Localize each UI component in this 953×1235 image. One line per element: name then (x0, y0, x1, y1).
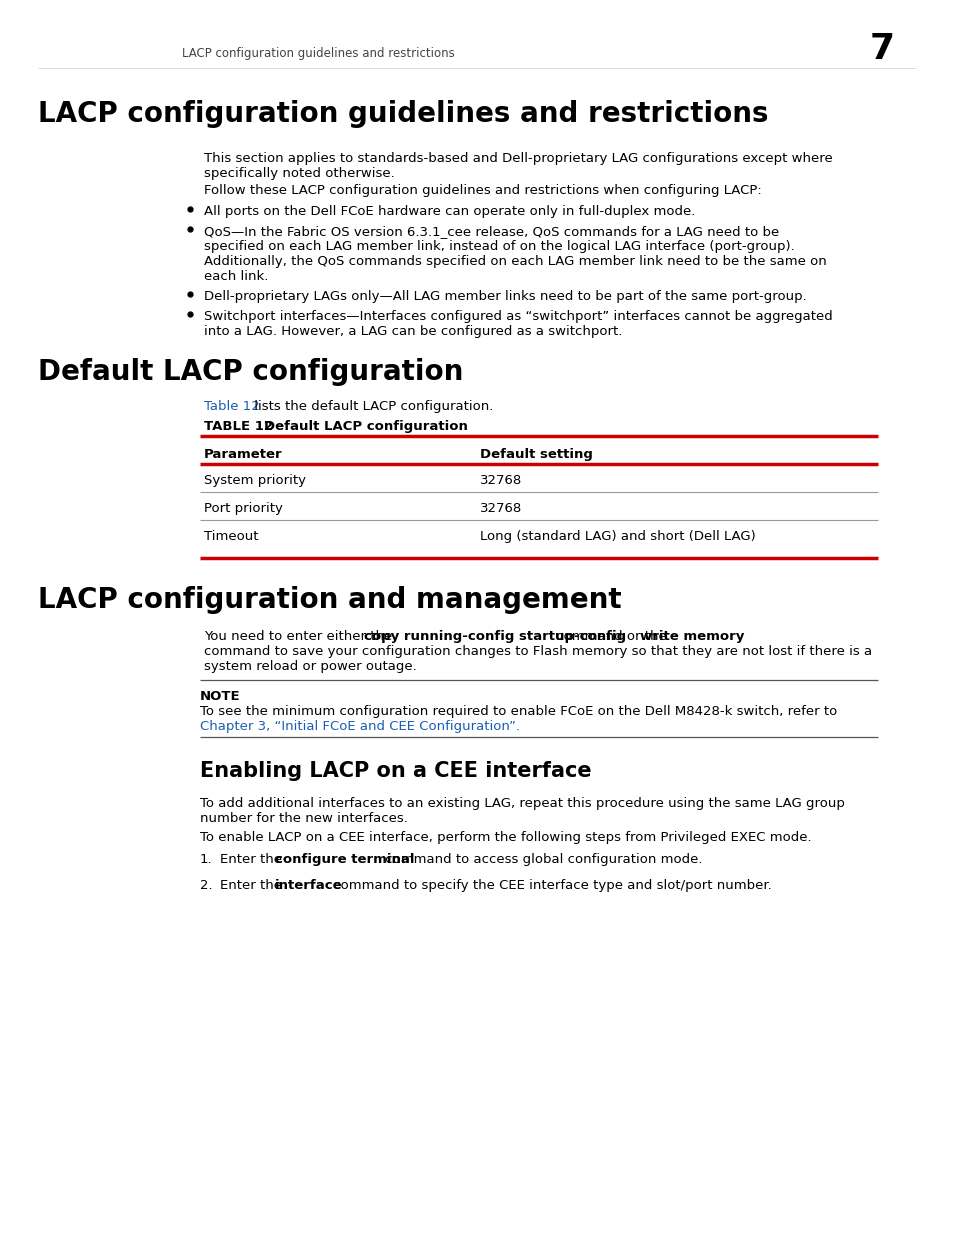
Text: Additionally, the QoS commands specified on each LAG member link need to be the : Additionally, the QoS commands specified… (204, 254, 826, 268)
Text: QoS—In the Fabric OS version 6.3.1_cee release, QoS commands for a LAG need to b: QoS—In the Fabric OS version 6.3.1_cee r… (204, 225, 779, 238)
Text: You need to enter either the: You need to enter either the (204, 630, 396, 643)
Text: Default setting: Default setting (479, 448, 592, 461)
Text: Switchport interfaces—Interfaces configured as “switchport” interfaces cannot be: Switchport interfaces—Interfaces configu… (204, 310, 832, 324)
Text: Parameter: Parameter (204, 448, 282, 461)
Text: Enter the: Enter the (220, 853, 286, 866)
Text: copy running-config startup-config: copy running-config startup-config (364, 630, 625, 643)
Text: command to specify the CEE interface type and slot/port number.: command to specify the CEE interface typ… (329, 879, 771, 892)
Text: System priority: System priority (204, 474, 306, 487)
Text: Table 12: Table 12 (204, 400, 259, 412)
Text: Default LACP configuration: Default LACP configuration (264, 420, 467, 433)
Text: 2.: 2. (200, 879, 213, 892)
Text: Port priority: Port priority (204, 501, 283, 515)
Text: 7: 7 (869, 32, 894, 65)
Text: number for the new interfaces.: number for the new interfaces. (200, 811, 408, 825)
Text: LACP configuration guidelines and restrictions: LACP configuration guidelines and restri… (182, 47, 455, 61)
Text: 1.: 1. (200, 853, 213, 866)
Text: Long (standard LAG) and short (Dell LAG): Long (standard LAG) and short (Dell LAG) (479, 530, 755, 543)
Text: LACP configuration guidelines and restrictions: LACP configuration guidelines and restri… (38, 100, 768, 128)
Text: Chapter 3, “Initial FCoE and CEE Configuration”.: Chapter 3, “Initial FCoE and CEE Configu… (200, 720, 519, 734)
Text: LACP configuration and management: LACP configuration and management (38, 585, 621, 614)
Text: specifically noted otherwise.: specifically noted otherwise. (204, 167, 395, 180)
Text: system reload or power outage.: system reload or power outage. (204, 659, 416, 673)
Text: Dell-proprietary LAGs only—All LAG member links need to be part of the same port: Dell-proprietary LAGs only—All LAG membe… (204, 290, 806, 303)
Text: All ports on the Dell FCoE hardware can operate only in full-duplex mode.: All ports on the Dell FCoE hardware can … (204, 205, 695, 219)
Text: Timeout: Timeout (204, 530, 258, 543)
Text: specified on each LAG member link, instead of on the logical LAG interface (port: specified on each LAG member link, inste… (204, 240, 794, 253)
Text: This section applies to standards-based and Dell-proprietary LAG configurations : This section applies to standards-based … (204, 152, 832, 165)
Text: To add additional interfaces to an existing LAG, repeat this procedure using the: To add additional interfaces to an exist… (200, 797, 844, 810)
Text: Default LACP configuration: Default LACP configuration (38, 358, 463, 387)
Text: TABLE 12: TABLE 12 (204, 420, 273, 433)
Text: each link.: each link. (204, 270, 268, 283)
Text: interface: interface (274, 879, 342, 892)
Text: NOTE: NOTE (200, 690, 240, 703)
Text: lists the default LACP configuration.: lists the default LACP configuration. (250, 400, 493, 412)
Text: configure terminal: configure terminal (274, 853, 414, 866)
Text: write memory: write memory (639, 630, 743, 643)
Text: To see the minimum configuration required to enable FCoE on the Dell M8428-k swi: To see the minimum configuration require… (200, 705, 837, 718)
Text: 32768: 32768 (479, 474, 521, 487)
Text: into a LAG. However, a LAG can be configured as a switchport.: into a LAG. However, a LAG can be config… (204, 325, 621, 338)
Text: command to save your configuration changes to Flash memory so that they are not : command to save your configuration chang… (204, 645, 871, 658)
Text: Enter the: Enter the (220, 879, 286, 892)
Text: command or the: command or the (552, 630, 670, 643)
Text: command to access global configuration mode.: command to access global configuration m… (380, 853, 701, 866)
Text: 32768: 32768 (479, 501, 521, 515)
Text: Follow these LACP configuration guidelines and restrictions when configuring LAC: Follow these LACP configuration guidelin… (204, 184, 760, 198)
Text: Enabling LACP on a CEE interface: Enabling LACP on a CEE interface (200, 761, 591, 781)
Text: To enable LACP on a CEE interface, perform the following steps from Privileged E: To enable LACP on a CEE interface, perfo… (200, 831, 811, 844)
